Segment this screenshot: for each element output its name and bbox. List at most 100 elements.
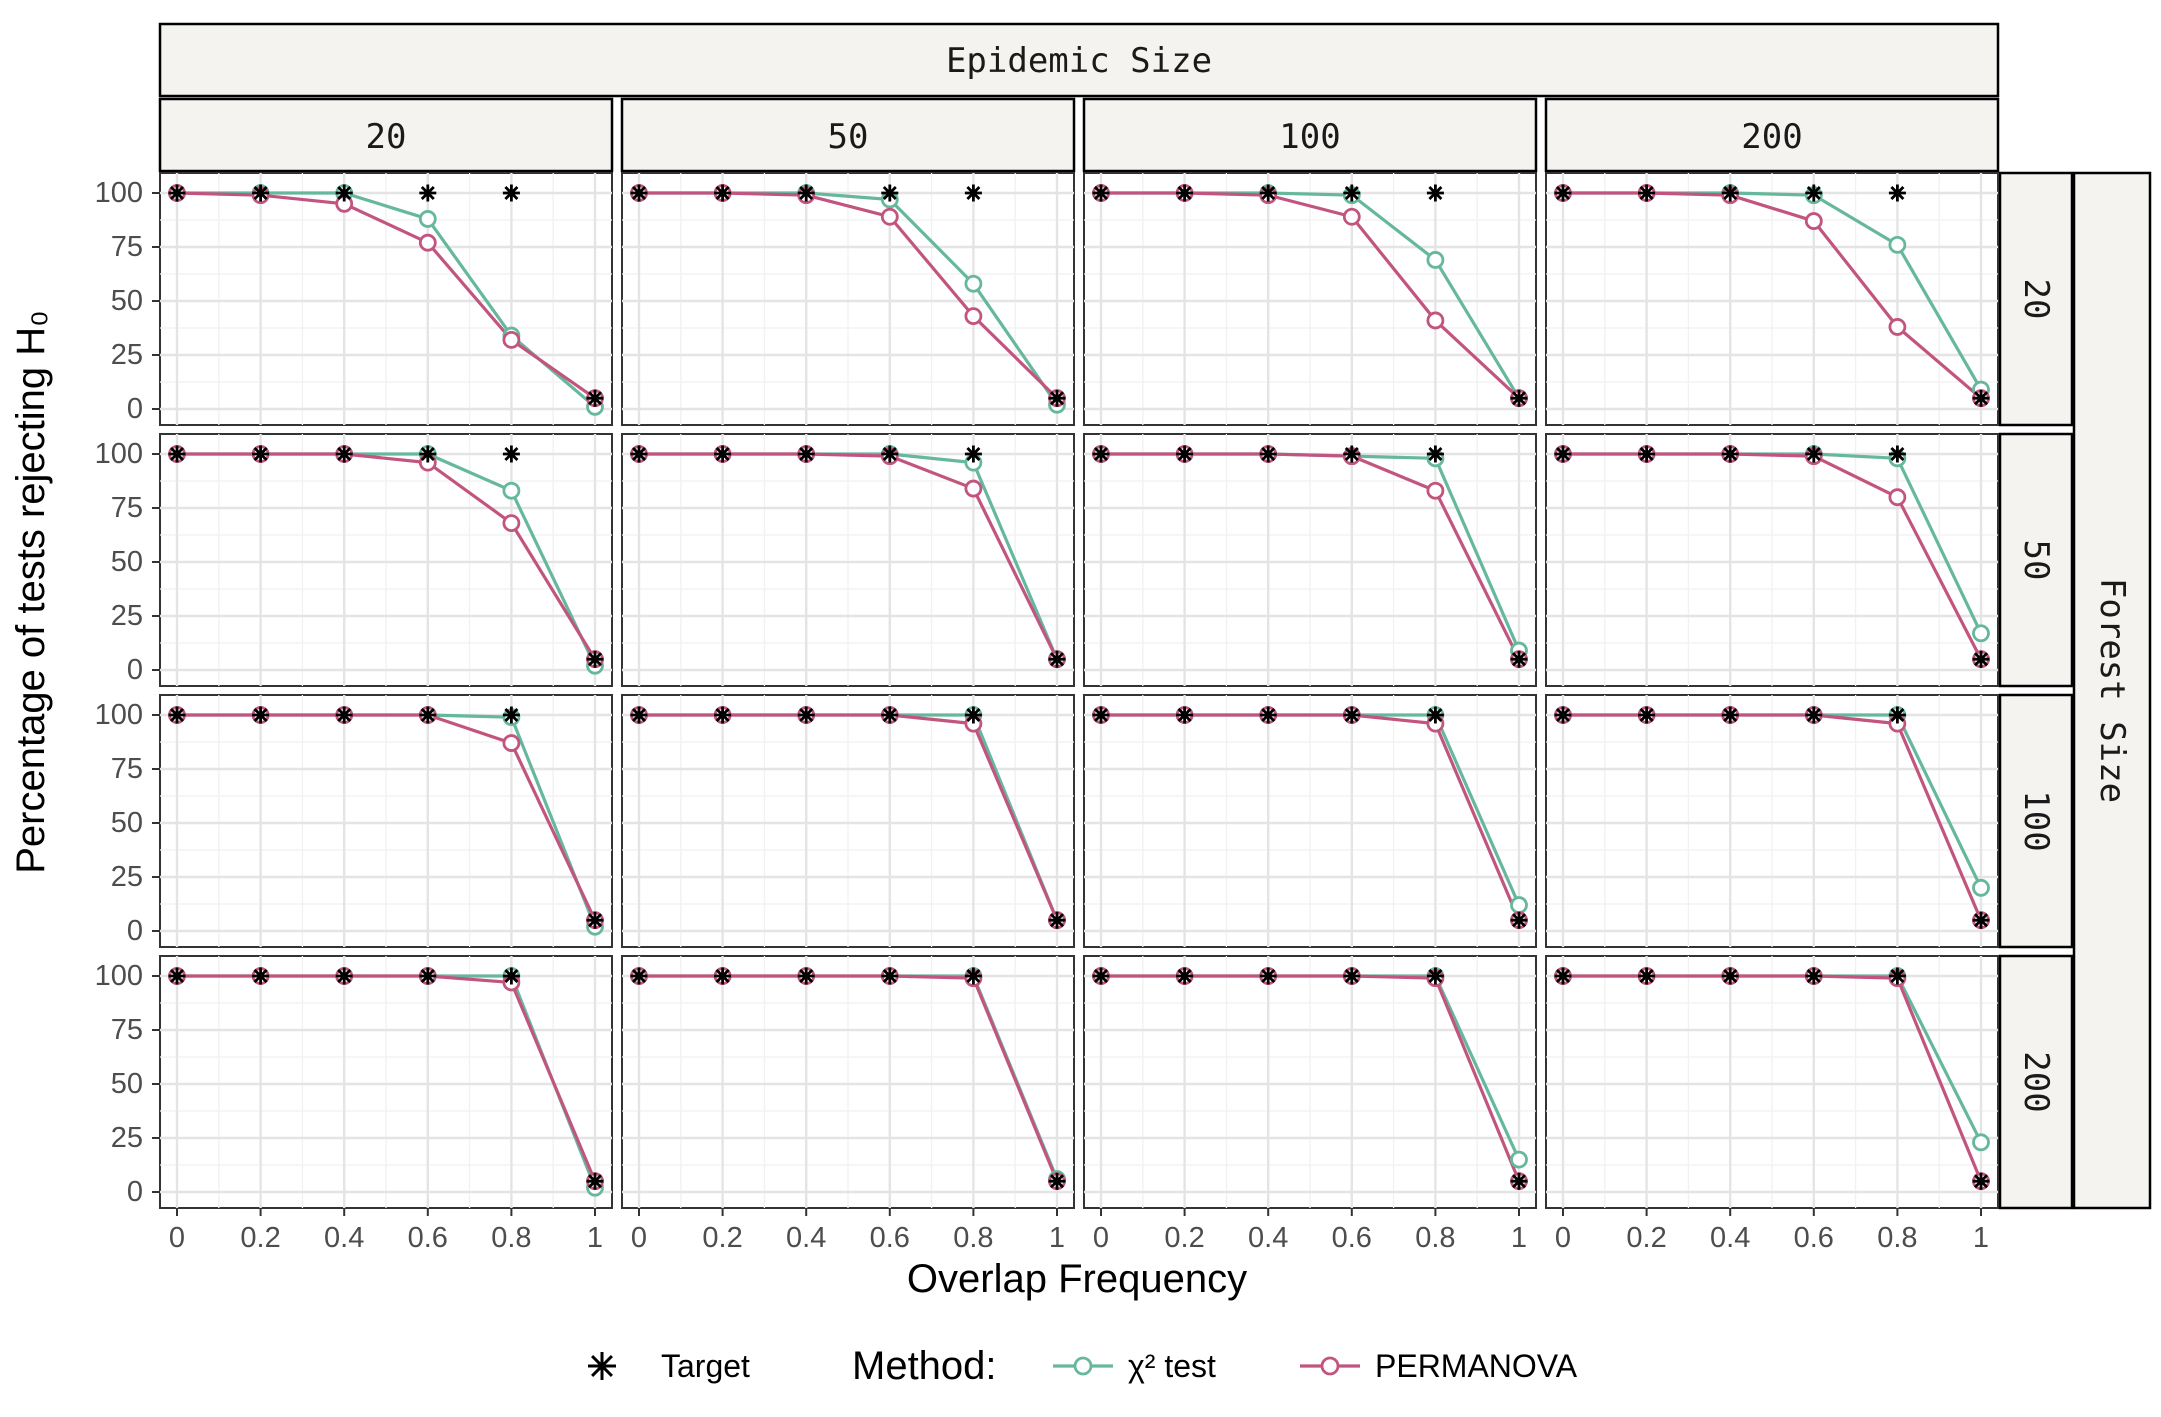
target-point [714,184,732,202]
target-point [1972,911,1990,929]
strip-col-100: 100 [1082,97,1538,173]
y-tick-label: 75 [111,1014,143,1046]
panel-forest-20-epidemic-100 [1083,172,1537,426]
target-point [1259,967,1277,985]
strip-col-label: 20 [366,117,407,157]
y-tick-label: 0 [127,1176,143,1208]
panel-forest-200-epidemic-100 [1083,955,1537,1209]
chi2-line [177,191,597,409]
target-point [1259,445,1277,463]
target-point [168,706,186,724]
x-tick-label: 0.4 [1710,1222,1750,1254]
chi2-point [964,274,983,293]
target-point [1343,706,1361,724]
panel-forest-100-epidemic-20 [159,694,613,948]
target-point [1805,967,1823,985]
strip-forest-size: Forest Size [2072,171,2152,1210]
strip-col-label: 100 [1279,117,1340,157]
y-tick-label: 50 [111,285,143,317]
permanova-line [639,452,1059,660]
panel-forest-100-epidemic-100 [1083,694,1537,948]
strip-col-50: 50 [620,97,1076,173]
x-tick-label: 0 [631,1222,647,1254]
y-tick-label: 100 [95,960,143,992]
target-point [1554,184,1572,202]
permanova-point [502,734,521,752]
x-tick-label: 0.6 [1794,1222,1834,1254]
permanova-line [177,974,597,1182]
target-point [252,184,270,202]
target-point [419,967,437,985]
target-point [964,967,982,985]
target-point [1972,389,1990,407]
target-point [1426,445,1444,463]
x-axis-title: Overlap Frequency [907,1257,1247,1301]
target-point [1259,184,1277,202]
legend-chi2-marker [1073,1356,1093,1376]
permanova-line [1563,974,1983,1182]
x-tick-label: 0.4 [1248,1222,1288,1254]
y-tick-label: 100 [95,177,143,209]
panel-forest-200-epidemic-200 [1545,955,1999,1209]
target-point [1426,184,1444,202]
permanova-line [639,713,1059,921]
permanova-line [1563,191,1983,400]
permanova-line [1563,452,1983,660]
strip-row-label: 200 [2016,1051,2056,1112]
chi2-point [1972,878,1990,897]
panel-forest-50-epidemic-50 [621,433,1075,687]
target-point [502,706,520,724]
target-point [1048,389,1066,407]
target-point [1092,967,1110,985]
panel-forest-50-epidemic-20 [159,433,613,687]
facet-panels [159,172,1999,1209]
strip-row-20: 20 [1998,171,2074,427]
permanova-line [639,974,1059,1182]
y-tick-label: 50 [111,546,143,578]
y-tick-label: 0 [127,915,143,947]
strip-col-200: 200 [1544,97,2000,173]
target-point [714,445,732,463]
target-point [1048,911,1066,929]
chi2-point [1426,251,1445,269]
legend-target-label: Target [661,1348,750,1384]
y-tick-label: 50 [111,1068,143,1100]
strip-row-label: 20 [2016,279,2056,320]
chi2-point [1972,1133,1990,1152]
target-point [1176,445,1194,463]
x-tick-label: 0.2 [1164,1222,1204,1254]
panel-forest-50-epidemic-200 [1545,433,1999,687]
permanova-line [177,452,597,661]
x-tick-label: 0.8 [491,1222,531,1254]
strip-epidemic-size-label: Epidemic Size [946,41,1212,81]
x-tick-label: 0.2 [702,1222,742,1254]
permanova-line [639,191,1059,400]
permanova-point [1888,318,1907,336]
strip-epidemic-size: Epidemic Size [158,22,2000,98]
target-point [1721,706,1739,724]
permanova-point [1342,207,1361,226]
permanova-point [1888,488,1907,507]
target-point [419,445,437,463]
target-point [797,706,815,724]
x-tick-label: 0 [1093,1222,1109,1254]
target-point [1176,706,1194,724]
target-point [1888,967,1906,985]
target-point [1721,445,1739,463]
target-point [1638,967,1656,985]
target-point [797,967,815,985]
column-strips: Epidemic Size 20 50 100 200 [158,22,2000,173]
x-tick-label: 1 [587,1222,603,1254]
target-point [964,445,982,463]
target-point [964,184,982,202]
y-tick-label: 75 [111,492,143,524]
target-point [714,706,732,724]
legend-target-symbol [588,1352,616,1380]
permanova-point [1426,481,1445,500]
target-point [1554,967,1572,985]
y-tick-label: 75 [111,231,143,263]
strip-col-label: 50 [828,117,869,157]
target-point [252,445,270,463]
permanova-line [176,191,596,400]
strip-col-label: 200 [1741,117,1802,157]
